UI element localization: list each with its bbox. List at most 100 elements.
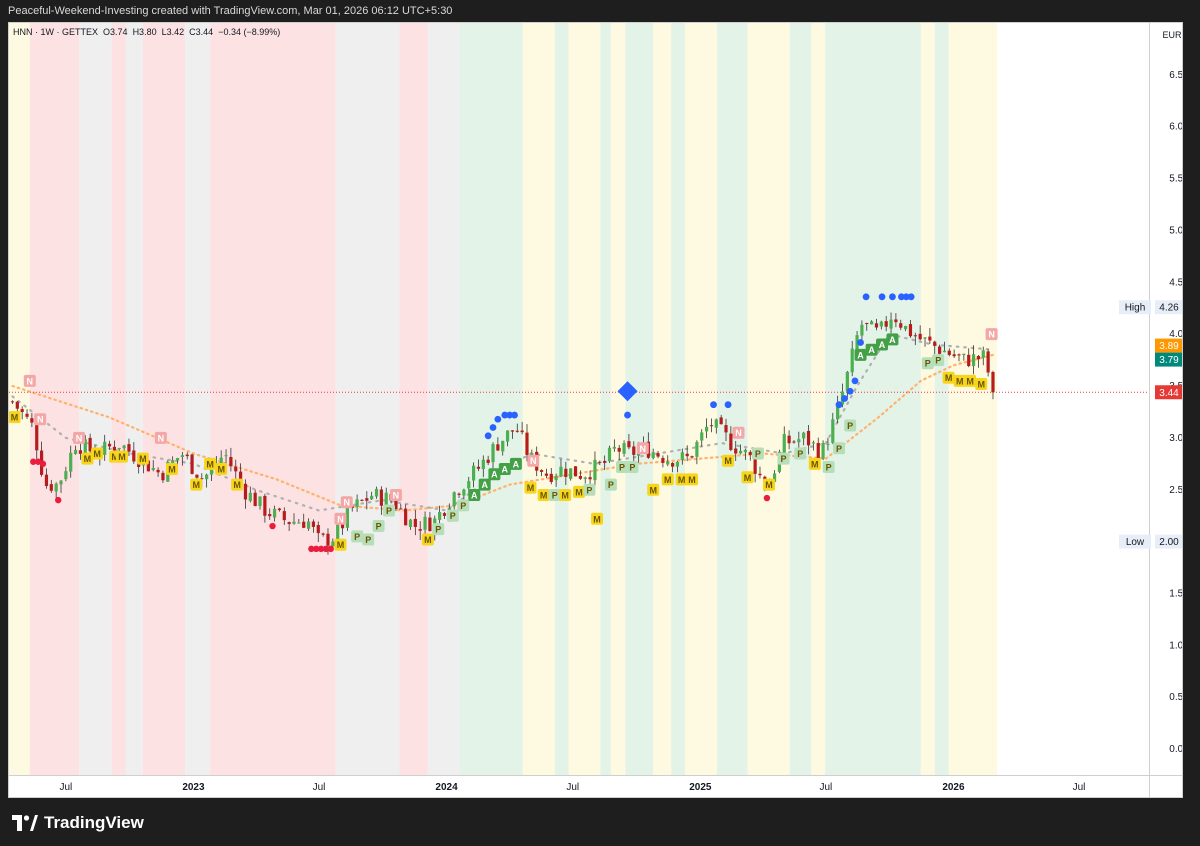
blue-dot	[846, 387, 854, 395]
candle-body	[209, 466, 214, 475]
candle-body	[904, 325, 908, 330]
red-dot	[327, 545, 334, 553]
red-dot	[317, 545, 325, 553]
candle-body	[860, 324, 864, 336]
candle-body	[632, 446, 636, 455]
badge-box	[73, 431, 86, 444]
regime-band	[427, 23, 460, 775]
candle-body	[316, 525, 320, 534]
badge-label: M	[956, 376, 964, 386]
red-dot	[55, 496, 62, 504]
badge-box	[741, 471, 754, 484]
price-label-box	[1155, 300, 1182, 315]
badge-box	[921, 357, 934, 370]
candle-body	[656, 453, 660, 457]
candle-body	[399, 508, 403, 510]
chart-caption: Peaceful-Weekend-Investing created with …	[8, 5, 453, 17]
candle-body	[627, 441, 631, 448]
badge-box	[975, 377, 988, 390]
candle-body	[583, 477, 587, 479]
badge-box	[583, 483, 596, 496]
candle-body	[704, 426, 709, 432]
candle-body	[69, 452, 73, 472]
badge-label: M	[206, 459, 214, 469]
candle-body	[831, 419, 835, 443]
candle-body	[884, 321, 888, 327]
badge-label: N	[640, 444, 647, 454]
y-tick-label: 5.00	[1169, 225, 1182, 236]
candle-body	[374, 488, 379, 497]
candle-body	[486, 459, 490, 463]
tradingview-logo[interactable]: TradingView	[12, 811, 144, 835]
candle-body	[758, 473, 762, 476]
badge-box	[985, 328, 998, 341]
candle-body	[651, 452, 655, 459]
y-tick-label: 4.00	[1169, 329, 1182, 340]
badge-label: P	[836, 444, 842, 454]
price-label-value: 3.89	[1159, 341, 1179, 352]
candle-body	[573, 466, 578, 477]
candle-body	[88, 437, 92, 452]
candle-body	[384, 492, 388, 506]
badge-label: M	[118, 452, 126, 462]
candle-body	[321, 533, 325, 535]
x-tick-label: 2026	[942, 782, 965, 793]
candle-body	[302, 521, 306, 528]
regime-band	[125, 23, 143, 775]
price-chart[interactable]: EUR0.000.501.001.502.002.503.003.504.004…	[9, 23, 1182, 797]
candle-body	[865, 323, 869, 325]
chart-panel[interactable]: EUR0.000.501.001.502.002.503.003.504.004…	[8, 22, 1183, 798]
candle-body	[806, 430, 811, 446]
candle-body	[370, 495, 374, 500]
candle-body	[360, 499, 364, 501]
regime-band	[934, 23, 949, 775]
candle-body	[680, 452, 684, 460]
candle-body	[15, 401, 19, 409]
blue-dot	[889, 293, 896, 301]
blue-dot	[862, 293, 870, 301]
candle-body	[190, 454, 194, 474]
candle-body	[253, 492, 257, 507]
candle-body	[661, 457, 665, 463]
candle-body	[83, 439, 87, 455]
regime-band	[789, 23, 812, 775]
badge-label: N	[37, 415, 44, 425]
badge-label: M	[744, 473, 752, 483]
candle-body	[559, 466, 563, 477]
candle-body	[544, 473, 549, 476]
regime-band	[685, 23, 717, 775]
badge-label: N	[735, 428, 742, 438]
badge-box	[647, 483, 660, 496]
legend-symbol: HNN · 1W · GETTEX	[13, 27, 98, 37]
red-dot	[322, 545, 330, 553]
badge-box	[154, 431, 167, 444]
badge-label: M	[664, 475, 672, 485]
badge-box	[732, 426, 745, 439]
currency-label: EUR	[1162, 30, 1182, 40]
badge-box	[421, 533, 434, 546]
badge-box	[190, 478, 203, 491]
candle-body	[603, 460, 607, 463]
candle-body	[127, 444, 131, 452]
y-tick-label: 5.50	[1169, 174, 1182, 185]
candle-body	[899, 323, 903, 328]
regime-band	[142, 23, 186, 775]
candle-body	[340, 524, 345, 529]
x-tick-label: 2025	[689, 782, 712, 793]
candle-body	[73, 449, 78, 454]
badge-label: P	[460, 501, 466, 511]
candle-body	[554, 475, 558, 481]
candle-body	[937, 346, 942, 354]
regime-band	[610, 23, 626, 775]
candle-body	[792, 441, 796, 443]
x-tick-label: Jul	[566, 782, 579, 793]
candle-body	[530, 453, 534, 456]
candle-body	[501, 440, 505, 452]
badge-label: P	[629, 462, 635, 472]
badge-label: M	[593, 514, 601, 524]
badge-label: P	[608, 480, 614, 490]
candle-body	[205, 474, 209, 480]
candle-body	[10, 401, 15, 403]
badge-box	[527, 454, 540, 467]
